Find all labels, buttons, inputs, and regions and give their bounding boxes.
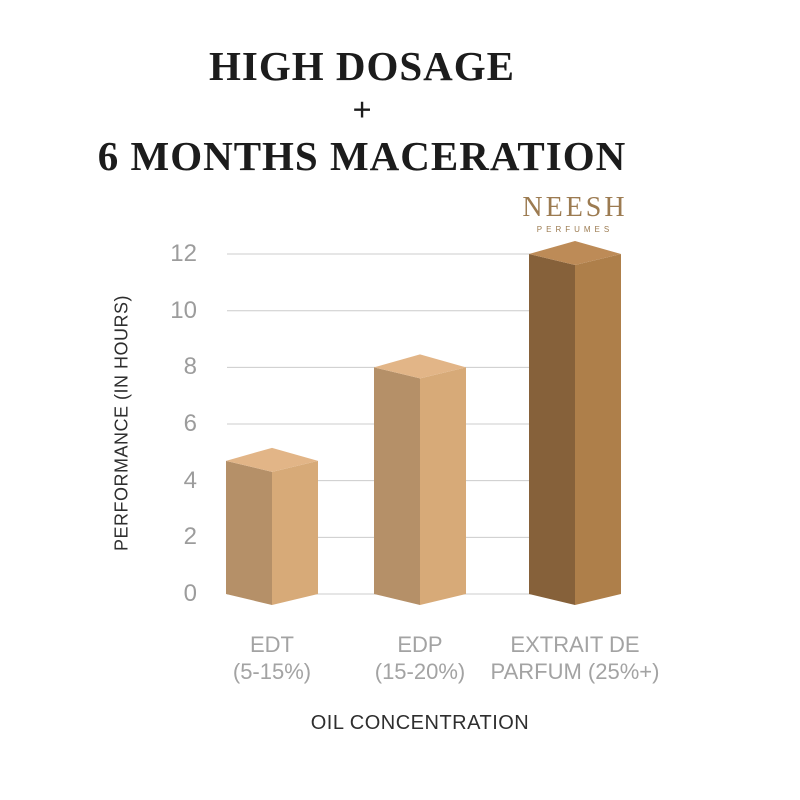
y-tick-4: 4 bbox=[183, 466, 197, 494]
bar-1-top-face bbox=[226, 447, 318, 472]
y-tick-2: 2 bbox=[183, 523, 197, 551]
title-plus-sign: + bbox=[352, 92, 372, 129]
bar-3-left-face bbox=[529, 254, 575, 606]
title-line-2: 6 MONTHS MACERATION bbox=[97, 133, 627, 179]
brand-tagline: PERFUMES bbox=[536, 225, 614, 234]
category-label-1-line1: EDT bbox=[250, 632, 294, 657]
category-label-2-line2: (15-20%) bbox=[374, 659, 466, 684]
category-label-2-line1: EDP bbox=[397, 632, 443, 657]
brand-name: NEESH bbox=[522, 192, 628, 223]
category-label-1-line2: (5-15%) bbox=[232, 659, 312, 684]
brand-logo: NEESH PERFUMES bbox=[505, 193, 645, 236]
bar-1-left-face bbox=[226, 460, 272, 605]
bar-3-right-face bbox=[575, 254, 621, 606]
y-tick-6: 6 bbox=[183, 410, 197, 438]
y-tick-12: 12 bbox=[170, 240, 197, 268]
bar-2-top-face bbox=[374, 354, 466, 379]
chart-title: HIGH DOSAGE + 6 MONTHS MACERATION bbox=[0, 42, 724, 180]
bar-2-left-face bbox=[374, 367, 420, 605]
y-tick-8: 8 bbox=[183, 353, 197, 381]
category-label-3: EXTRAIT DE PARFUM (25%+) bbox=[465, 631, 685, 685]
category-label-2: EDP (15-20%) bbox=[310, 631, 530, 685]
bar-3-top-face bbox=[529, 241, 621, 266]
y-tick-0: 0 bbox=[183, 580, 197, 607]
bar-2-right-face bbox=[420, 367, 466, 605]
bar-1-right-face bbox=[272, 460, 318, 605]
y-axis-title: PERFORMANCE (IN HOURS) bbox=[111, 294, 132, 552]
x-axis-title: OIL CONCENTRATION bbox=[310, 712, 530, 734]
category-label-3-line1: EXTRAIT DE bbox=[510, 632, 640, 657]
title-line-1: HIGH DOSAGE bbox=[208, 43, 516, 89]
category-label-1: EDT (5-15%) bbox=[162, 631, 382, 685]
y-tick-10: 10 bbox=[170, 296, 197, 324]
category-label-3-line2: PARFUM (25%+) bbox=[490, 659, 660, 684]
